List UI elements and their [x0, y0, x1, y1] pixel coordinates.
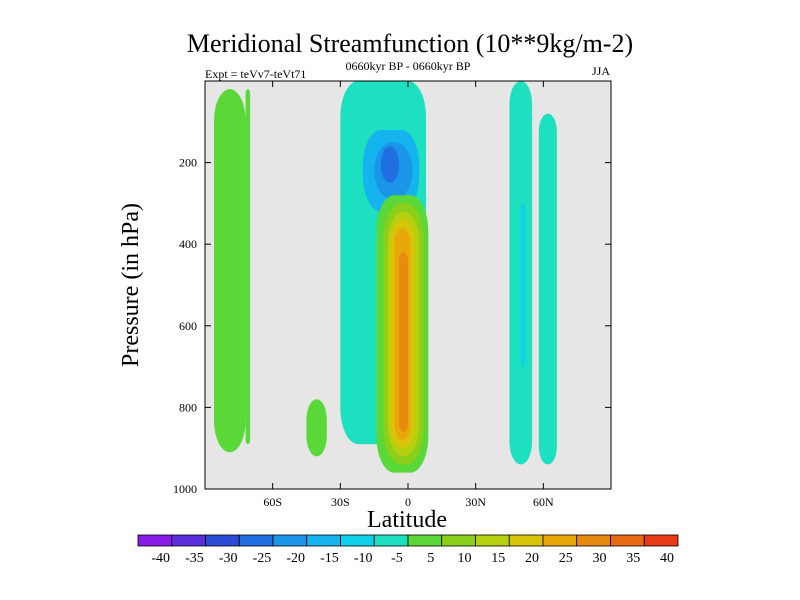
x-axis-ticks: 60S 30S 0 30N 60N — [263, 81, 554, 509]
y-tick-label: 800 — [179, 400, 197, 414]
colorbar-swatch — [340, 534, 375, 547]
x-tick-label: 30N — [465, 495, 486, 509]
x-axis-label: Latitude — [367, 507, 447, 533]
colorbar-swatch — [373, 534, 409, 547]
colorbar-level-label: -35 — [185, 551, 204, 566]
colorbar-swatch — [441, 534, 476, 547]
contour-region-8 — [380, 146, 399, 183]
colorbar-level-label: 5 — [427, 551, 434, 566]
y-tick-label: 200 — [179, 156, 197, 170]
contour-region-3 — [245, 89, 251, 445]
season-label: JJA — [592, 64, 610, 78]
contour-region-14 — [398, 252, 408, 432]
contour-region-17 — [520, 203, 526, 367]
colorbar-level-label: -10 — [354, 551, 373, 566]
colorbar-swatch — [238, 534, 274, 547]
colorbar-swatch — [475, 534, 510, 547]
contour-region-2 — [214, 89, 246, 453]
plot-area — [204, 80, 612, 490]
colorbar-swatch — [272, 534, 308, 547]
experiment-label: Expt = teVv7-teVt71 — [205, 67, 306, 81]
y-axis-ticks: 200 400 600 800 1000 — [173, 156, 611, 496]
colorbar-level-label: -30 — [219, 551, 238, 566]
colorbar-swatch — [643, 534, 679, 547]
x-tick-label: 30S — [331, 495, 350, 509]
x-tick-label: 60S — [263, 495, 282, 509]
y-tick-label: 600 — [179, 319, 197, 333]
colorbar-swatch — [407, 534, 443, 547]
chart-title: Meridional Streamfunction (10**9kg/m-2) — [187, 29, 633, 58]
colorbar-level-label: 35 — [626, 551, 640, 566]
colorbar-level-label: 20 — [525, 551, 539, 566]
colorbar-level-label: 30 — [592, 551, 606, 566]
contour-region-4 — [306, 399, 327, 457]
x-tick-label: 0 — [405, 495, 411, 509]
y-tick-label: 1000 — [173, 482, 197, 496]
colorbar-swatch — [306, 534, 341, 547]
colorbar-level-label: 10 — [457, 551, 471, 566]
contour-region-16 — [538, 113, 557, 465]
colorbar-swatch — [171, 534, 206, 547]
colorbar: -40 -35 -30 -25 -20 -15 -10 -5 5 10 15 20 25 30 35 40 — [137, 534, 679, 566]
colorbar-level-label: -40 — [151, 551, 170, 566]
y-axis-label: Pressure (in hPa) — [118, 203, 144, 367]
colorbar-level-label: 15 — [491, 551, 505, 566]
colorbar-swatch — [542, 534, 578, 547]
colorbar-level-label: -15 — [320, 551, 339, 566]
colorbar-level-label: 25 — [559, 551, 573, 566]
colorbar-level-label: -25 — [253, 551, 272, 566]
contour-fills — [214, 81, 557, 473]
colorbar-swatch — [508, 534, 544, 547]
colorbar-level-label: 40 — [660, 551, 674, 566]
colorbar-swatch — [610, 534, 645, 547]
colorbar-swatch — [576, 534, 611, 547]
y-tick-label: 400 — [179, 237, 197, 251]
x-tick-label: 60N — [533, 495, 554, 509]
colorbar-swatch — [137, 534, 173, 547]
colorbar-swatch — [205, 534, 240, 547]
colorbar-level-label: -20 — [286, 551, 305, 566]
period-label: 0660kyr BP - 0660kyr BP — [346, 59, 471, 73]
colorbar-level-label: -5 — [391, 551, 403, 566]
